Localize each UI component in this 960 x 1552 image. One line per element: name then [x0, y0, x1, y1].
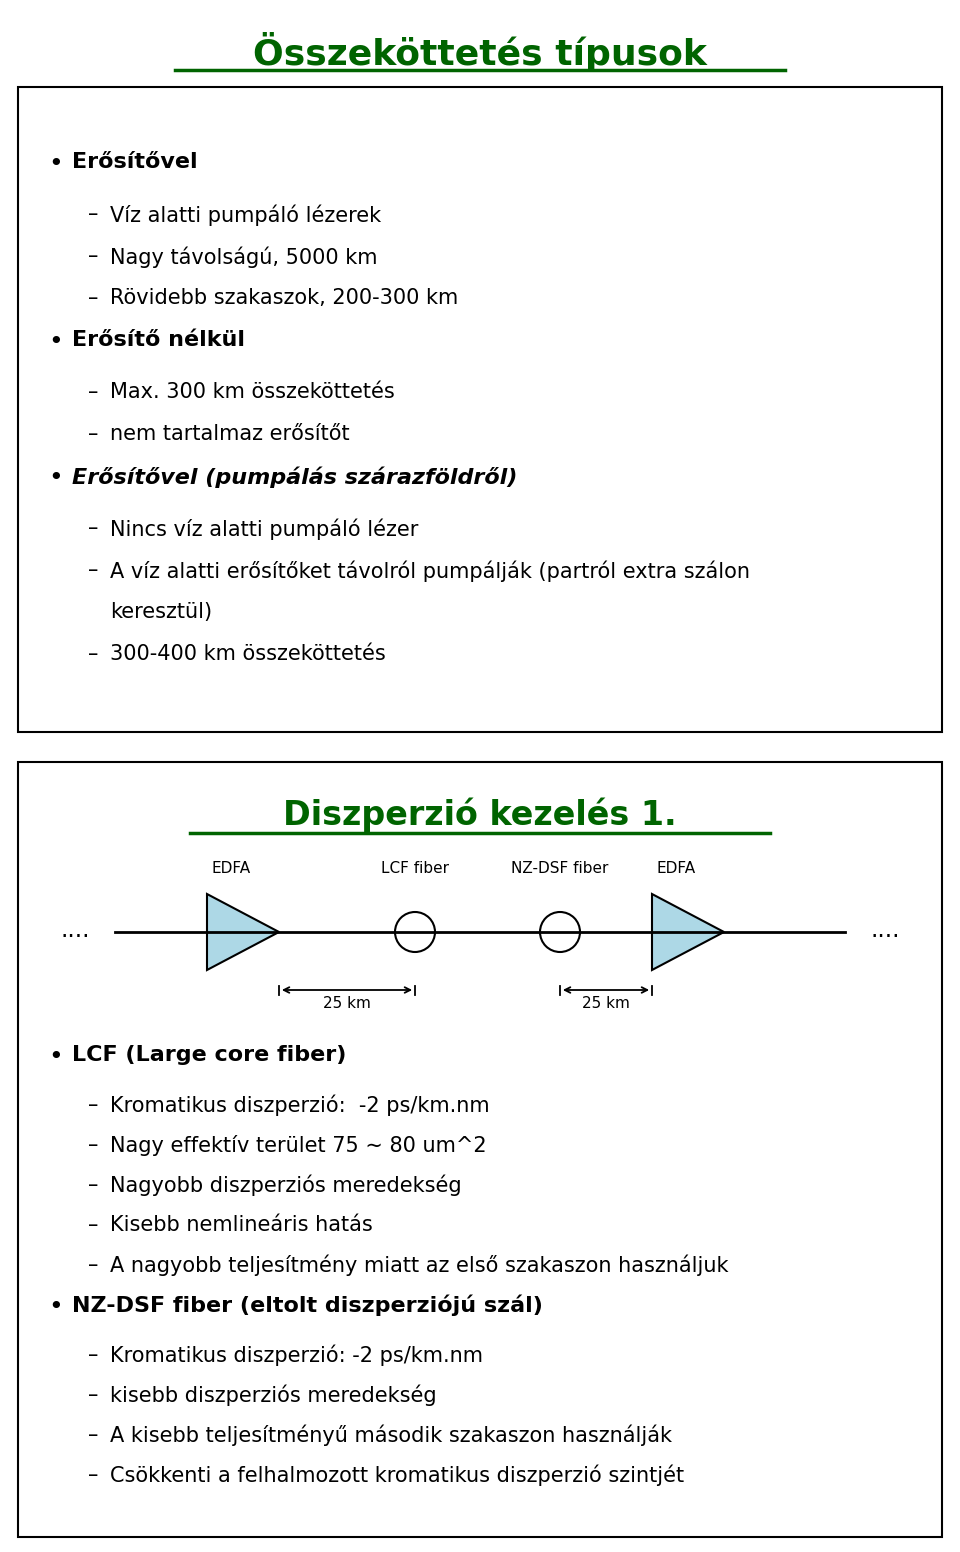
Polygon shape [652, 894, 724, 970]
Text: Kromatikus diszperzió:  -2 ps/km.nm: Kromatikus diszperzió: -2 ps/km.nm [110, 1096, 490, 1116]
Text: –: – [88, 1096, 98, 1114]
Text: –: – [88, 644, 98, 664]
Bar [18, 762, 942, 1536]
Text: –: – [88, 1135, 98, 1155]
Text: Rövidebb szakaszok, 200-300 km: Rövidebb szakaszok, 200-300 km [110, 289, 458, 307]
Text: –: – [88, 1465, 98, 1485]
Text: Csökkenti a felhalmozott kromatikus diszperzió szintjét: Csökkenti a felhalmozott kromatikus disz… [110, 1465, 684, 1487]
Text: EDFA: EDFA [657, 861, 696, 875]
Text: –: – [88, 382, 98, 402]
Text: LCF fiber: LCF fiber [381, 861, 449, 875]
Text: –: – [88, 1175, 98, 1195]
Text: •: • [48, 331, 62, 354]
Text: •: • [48, 1044, 62, 1069]
Text: •: • [48, 1294, 62, 1319]
Text: –: – [88, 1384, 98, 1405]
Text: 25 km: 25 km [324, 996, 371, 1010]
Text: –: – [88, 203, 98, 223]
Text: Erősítővel (pumpálás szárazföldről): Erősítővel (pumpálás szárazföldről) [72, 466, 517, 487]
Text: A kisebb teljesítményű második szakaszon használják: A kisebb teljesítményű második szakaszon… [110, 1425, 672, 1446]
Circle shape [540, 913, 580, 951]
Text: –: – [88, 518, 98, 539]
Text: Max. 300 km összeköttetés: Max. 300 km összeköttetés [110, 382, 395, 402]
Text: ....: .... [60, 917, 89, 942]
Text: kisebb diszperziós meredekség: kisebb diszperziós meredekség [110, 1384, 437, 1406]
Text: Kromatikus diszperzió: -2 ps/km.nm: Kromatikus diszperzió: -2 ps/km.nm [110, 1346, 483, 1366]
Text: –: – [88, 1215, 98, 1235]
Text: •: • [48, 152, 62, 175]
Text: –: – [88, 560, 98, 580]
Text: Nincs víz alatti pumpáló lézer: Nincs víz alatti pumpáló lézer [110, 518, 419, 540]
Text: Erősítővel: Erősítővel [72, 152, 198, 172]
Text: A víz alatti erősítőket távolról pumpálják (partról extra szálon: A víz alatti erősítőket távolról pumpálj… [110, 560, 750, 582]
Text: ....: .... [871, 917, 900, 942]
Text: Összeköttetés típusok: Összeköttetés típusok [253, 33, 707, 71]
Text: keresztül): keresztül) [110, 602, 212, 622]
Text: 25 km: 25 km [582, 996, 630, 1010]
Text: Nagyobb diszperziós meredekség: Nagyobb diszperziós meredekség [110, 1175, 462, 1197]
Text: EDFA: EDFA [211, 861, 251, 875]
Text: –: – [88, 247, 98, 265]
Text: LCF (Large core fiber): LCF (Large core fiber) [72, 1044, 347, 1065]
Text: 300-400 km összeköttetés: 300-400 km összeköttetés [110, 644, 386, 664]
Text: –: – [88, 1256, 98, 1276]
Text: NZ-DSF fiber: NZ-DSF fiber [512, 861, 609, 875]
Text: NZ-DSF fiber (eltolt diszperziójú szál): NZ-DSF fiber (eltolt diszperziójú szál) [72, 1294, 542, 1316]
Circle shape [395, 913, 435, 951]
Text: Nagy effektív terület 75 ∼ 80 um^2: Nagy effektív terület 75 ∼ 80 um^2 [110, 1135, 487, 1156]
Text: –: – [88, 1425, 98, 1445]
Polygon shape [207, 894, 279, 970]
Text: •: • [48, 466, 62, 490]
Text: –: – [88, 1346, 98, 1366]
Text: Kisebb nemlineáris hatás: Kisebb nemlineáris hatás [110, 1215, 372, 1235]
Bar [18, 87, 942, 733]
Text: nem tartalmaz erősítőt: nem tartalmaz erősítőt [110, 424, 349, 444]
Text: A nagyobb teljesítmény miatt az első szakaszon használjuk: A nagyobb teljesítmény miatt az első sza… [110, 1256, 729, 1276]
Text: Erősítő nélkül: Erősítő nélkül [72, 331, 245, 351]
Text: Nagy távolságú, 5000 km: Nagy távolságú, 5000 km [110, 247, 377, 267]
Text: Víz alatti pumpáló lézerek: Víz alatti pumpáló lézerek [110, 203, 381, 225]
Text: –: – [88, 289, 98, 307]
Text: Diszperzió kezelés 1.: Diszperzió kezelés 1. [283, 798, 677, 832]
Text: –: – [88, 424, 98, 444]
